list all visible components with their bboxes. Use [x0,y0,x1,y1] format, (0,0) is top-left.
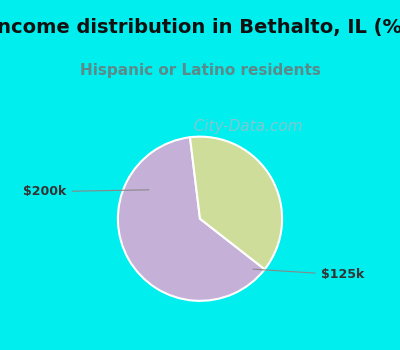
Text: Income distribution in Bethalto, IL (%): Income distribution in Bethalto, IL (%) [0,18,400,37]
Text: $200k: $200k [24,185,149,198]
Text: $125k: $125k [253,268,364,281]
Wedge shape [190,136,282,269]
Wedge shape [118,137,265,301]
Text: Hispanic or Latino residents: Hispanic or Latino residents [80,63,320,78]
Text: City-Data.com: City-Data.com [184,119,303,134]
